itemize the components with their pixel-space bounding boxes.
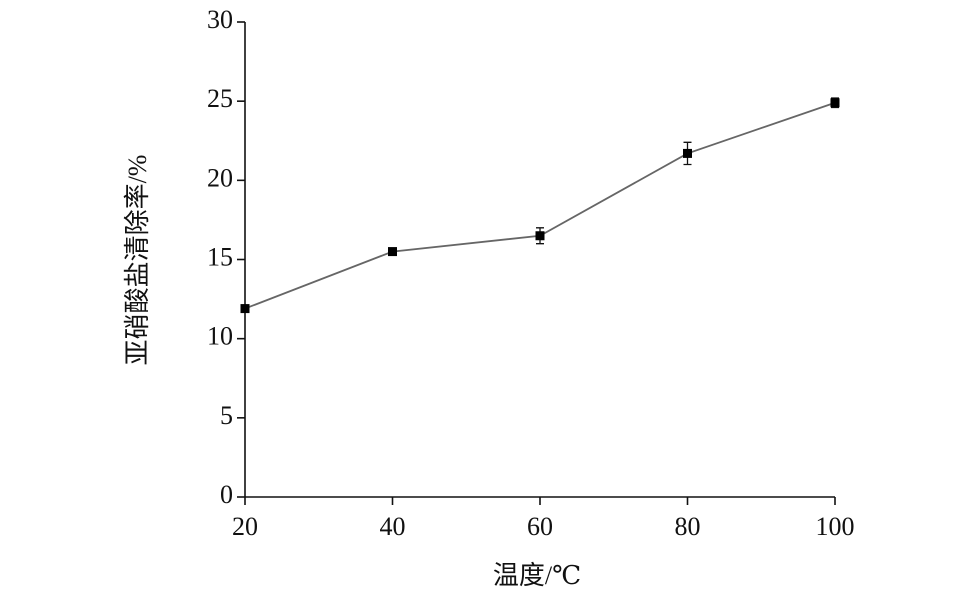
- y-tick-label: 20: [207, 163, 233, 192]
- x-tick-label: 60: [527, 512, 553, 541]
- marker: [683, 148, 692, 158]
- marker: [535, 231, 545, 241]
- x-tick-label: 20: [232, 512, 258, 541]
- y-axis-label: 亚硝酸盐清除率/%: [123, 155, 152, 366]
- y-tick-label: 30: [207, 5, 233, 34]
- y-tick-label: 25: [207, 84, 233, 113]
- y-tick-label: 15: [207, 242, 233, 271]
- y-tick-label: 5: [220, 401, 233, 430]
- y-tick-label: 0: [220, 480, 233, 509]
- x-tick-label: 80: [675, 512, 701, 541]
- marker: [240, 304, 250, 314]
- marker: [388, 247, 397, 257]
- y-tick-label: 10: [207, 322, 233, 351]
- x-tick-label: 100: [816, 512, 855, 541]
- line: [244, 101, 836, 310]
- x-tick-label: 40: [380, 512, 406, 541]
- marker: [830, 98, 840, 108]
- x-axis-label: 温度/℃: [493, 561, 581, 590]
